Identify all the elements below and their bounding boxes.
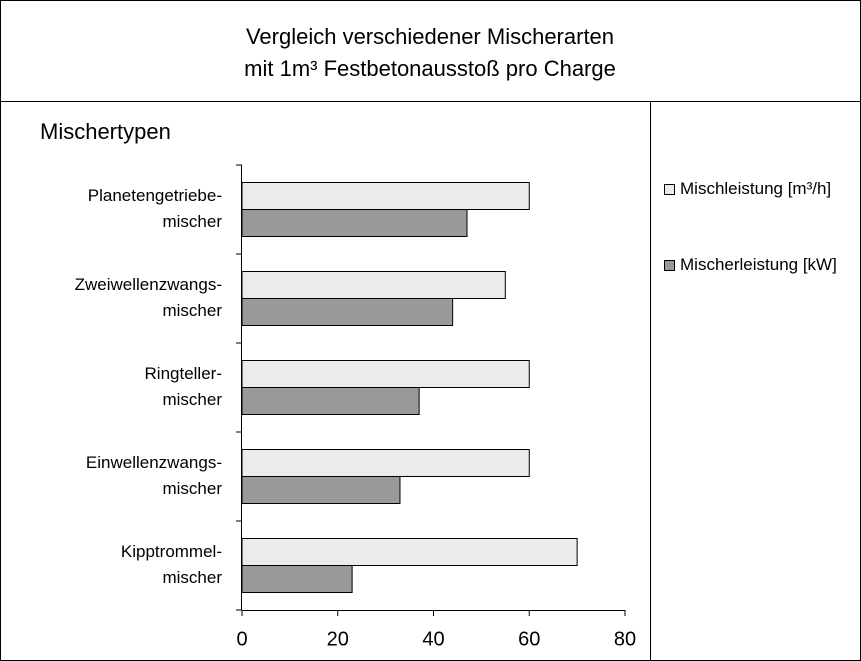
bar	[241, 449, 530, 477]
category-label: mischer	[162, 390, 222, 409]
legend-swatch	[664, 184, 675, 195]
category-label: Zweiwellenzwangs-	[75, 275, 222, 294]
bar	[241, 298, 454, 326]
category-label: mischer	[162, 479, 222, 498]
x-tick-label: 20	[327, 628, 349, 650]
bar	[241, 565, 353, 593]
bar	[241, 476, 401, 504]
x-tick-label: 80	[614, 628, 636, 650]
legend-label: Mischleistung [m³/h]	[680, 179, 832, 198]
x-tick-label: 40	[422, 628, 444, 650]
legend-swatch	[664, 260, 675, 271]
chart-title: Vergleich verschiedener Mischerarten	[246, 24, 614, 49]
category-label: Planetengetriebe-	[88, 186, 222, 205]
bar	[241, 538, 578, 566]
bar	[241, 387, 420, 415]
y-axis-title: Mischertypen	[40, 119, 171, 144]
x-tick-label: 0	[236, 628, 247, 650]
category-label: Kipptrommel-	[121, 542, 222, 561]
category-label: Einwellenzwangs-	[86, 453, 222, 472]
category-label: mischer	[162, 301, 222, 320]
chart-title: mit 1m³ Festbetonausstoß pro Charge	[244, 56, 616, 81]
x-tick-label: 60	[518, 628, 540, 650]
legend-label: Mischerleistung [kW]	[680, 255, 837, 274]
bar	[241, 182, 530, 210]
category-label: mischer	[162, 568, 222, 587]
bar	[241, 209, 468, 237]
category-label: Ringteller-	[145, 364, 222, 383]
category-label: mischer	[162, 212, 222, 231]
bar	[241, 271, 506, 299]
bar	[241, 360, 530, 388]
